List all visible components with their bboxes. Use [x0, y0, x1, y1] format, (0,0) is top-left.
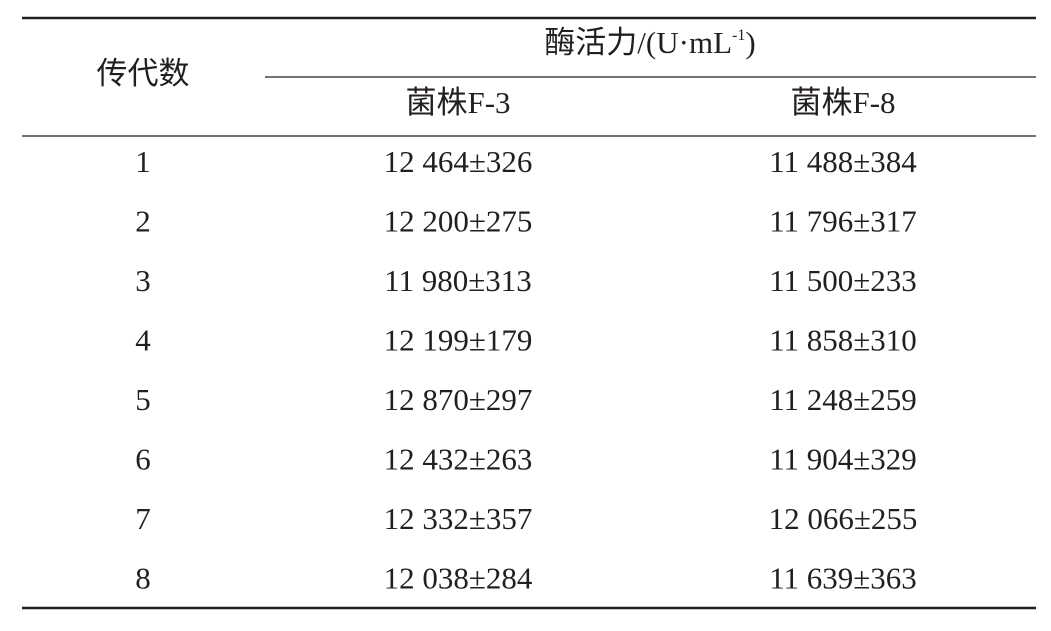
group-header: 酶活力/(U·mL-1) — [544, 25, 755, 60]
generation-cell: 7 — [135, 501, 151, 536]
activity-cell: 11 500±233 — [769, 263, 917, 298]
activity-cell: 12 038±284 — [384, 561, 533, 596]
generation-cell: 4 — [135, 323, 151, 358]
activity-cell: 11 248±259 — [769, 382, 917, 417]
activity-cell: 12 870±297 — [384, 382, 533, 417]
activity-cell: 11 980±313 — [384, 263, 532, 298]
column-header: 菌株F-3 — [405, 85, 510, 120]
group-header-superscript: -1 — [732, 27, 745, 44]
activity-cell: 11 796±317 — [769, 204, 917, 239]
activity-cell: 12 200±275 — [384, 204, 533, 239]
activity-cell: 11 904±329 — [769, 442, 917, 477]
activity-cell: 12 432±263 — [384, 442, 533, 477]
activity-cell: 11 858±310 — [769, 323, 917, 358]
activity-cell: 12 464±326 — [384, 144, 533, 179]
generation-cell: 3 — [135, 263, 151, 298]
generation-cell: 8 — [135, 561, 151, 596]
row-header: 传代数 — [97, 56, 190, 91]
generation-cell: 1 — [135, 144, 151, 179]
activity-cell: 12 199±179 — [384, 323, 533, 358]
activity-cell: 12 332±357 — [384, 501, 533, 536]
generation-cell: 5 — [135, 382, 151, 417]
activity-cell: 11 639±363 — [769, 561, 917, 596]
group-header-text: 酶活力/(U·mL — [544, 25, 732, 60]
column-header: 菌株F-8 — [790, 85, 895, 120]
generation-cell: 2 — [135, 204, 151, 239]
group-header-close: ) — [745, 25, 755, 60]
activity-cell: 11 488±384 — [769, 144, 917, 179]
activity-cell: 12 066±255 — [769, 501, 918, 536]
generation-cell: 6 — [135, 442, 151, 477]
